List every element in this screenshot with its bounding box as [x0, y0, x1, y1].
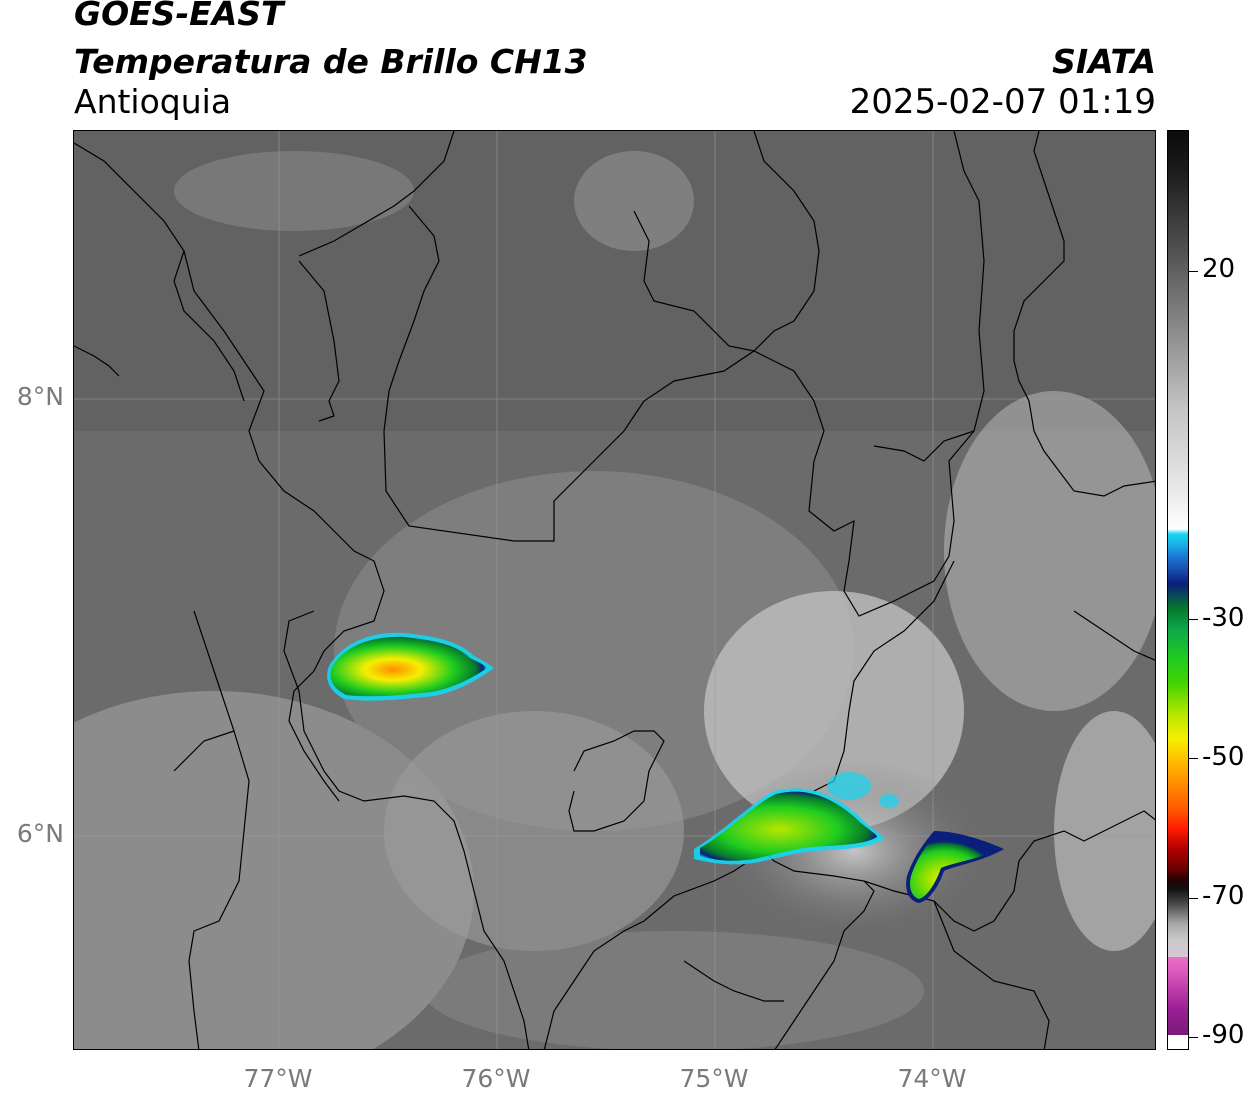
colorbar-label-20: 20: [1202, 254, 1236, 284]
lon-label-75w: 75°W: [679, 1064, 749, 1093]
colorbar: [1167, 130, 1189, 1050]
colorbar-label-neg90: -90: [1202, 1020, 1245, 1050]
lat-label-6n: 6°N: [16, 819, 64, 848]
region-label: Antioquia: [74, 82, 232, 121]
colorbar-tick: [1189, 898, 1198, 899]
satellite-map[interactable]: [73, 130, 1156, 1050]
lon-label-77w: 77°W: [243, 1064, 313, 1093]
organization-label: SIATA: [1052, 42, 1156, 81]
lat-label-8n: 8°N: [16, 382, 64, 411]
map-canvas: [74, 131, 1155, 1049]
colorbar-label-neg30: -30: [1202, 603, 1245, 633]
colorbar-tick: [1189, 271, 1198, 272]
colorbar-tick: [1189, 619, 1198, 620]
colorbar-tick: [1189, 1037, 1198, 1038]
lon-label-76w: 76°W: [461, 1064, 531, 1093]
convective-cells: [327, 632, 1004, 903]
colorbar-label-neg50: -50: [1202, 742, 1245, 772]
datetime-label: 2025-02-07 01:19: [849, 82, 1156, 122]
colorbar-label-neg70: -70: [1202, 881, 1245, 911]
lon-label-74w: 74°W: [897, 1064, 967, 1093]
satellite-title: GOES-EAST: [74, 0, 284, 33]
product-title: Temperatura de Brillo CH13: [74, 42, 588, 81]
colorbar-tick: [1189, 758, 1198, 759]
